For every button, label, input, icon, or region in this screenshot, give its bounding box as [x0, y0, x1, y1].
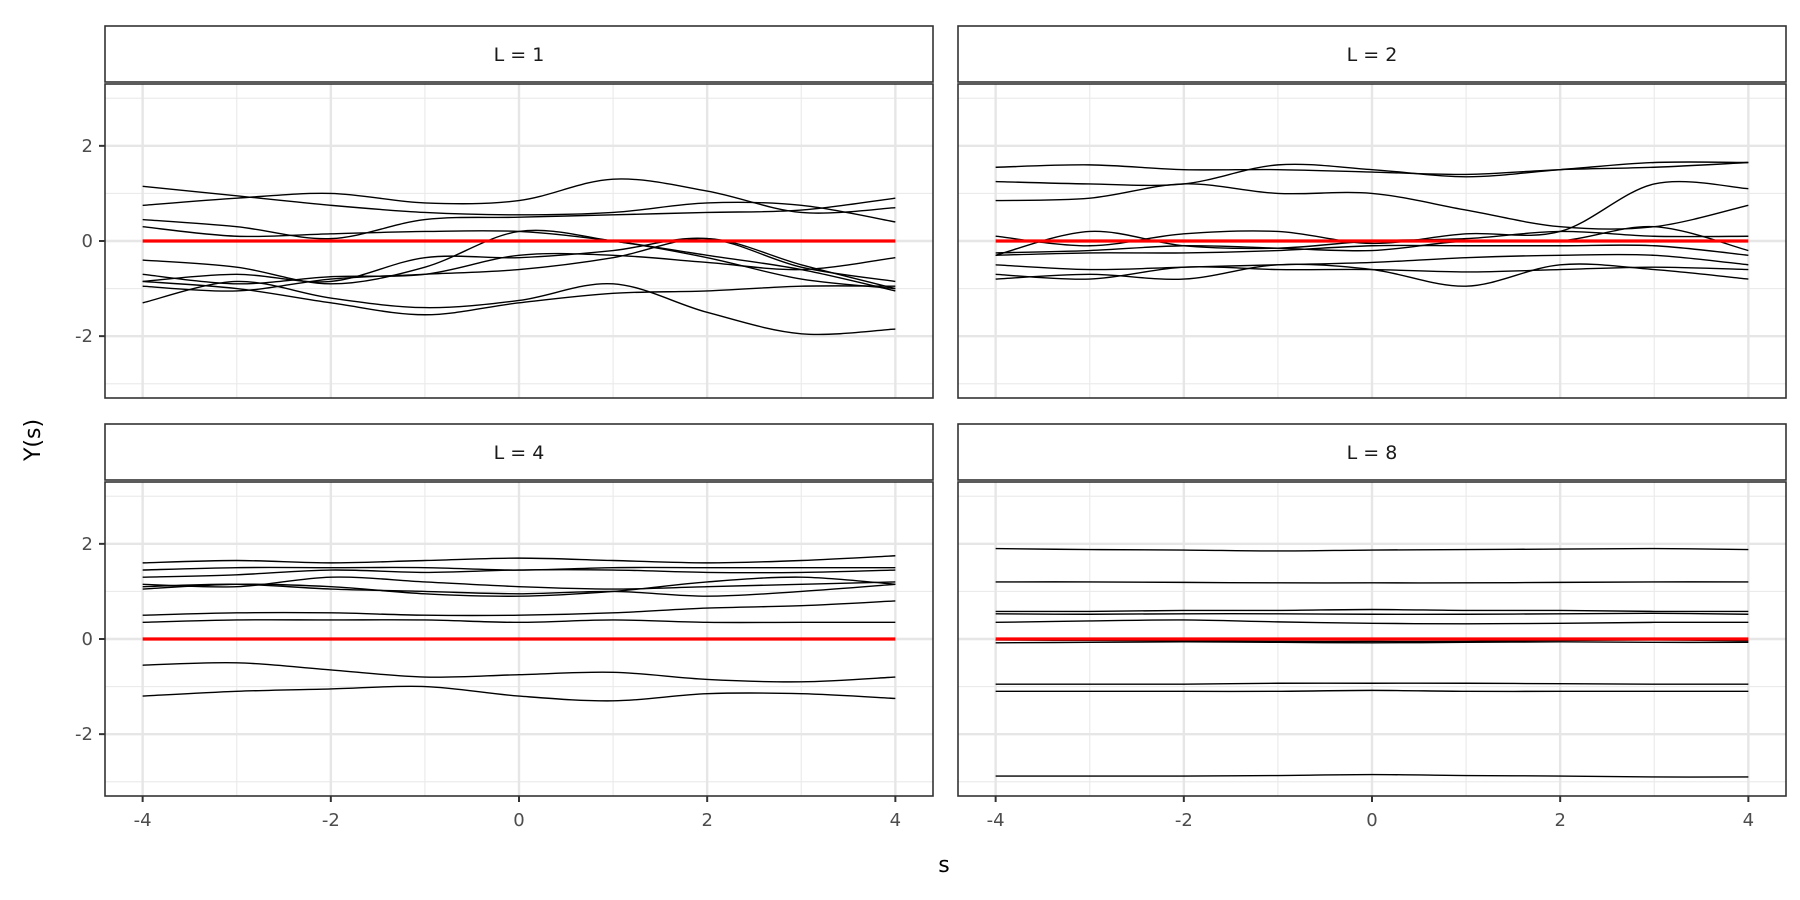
series-line-1 [142, 555, 896, 564]
series-line-3 [142, 197, 896, 240]
series-line-7 [142, 237, 896, 283]
x-tick-label: -2 [1175, 810, 1193, 831]
series-line-2 [142, 178, 896, 214]
series-line-1 [142, 185, 896, 223]
series-line-7 [142, 600, 896, 617]
series-line-3 [995, 608, 1749, 613]
facet-strip [957, 423, 1787, 481]
facet-strip [104, 423, 934, 481]
facet-strip [957, 25, 1787, 83]
series-line-2 [995, 581, 1749, 584]
series-line-9 [995, 689, 1749, 693]
series-line-5 [995, 619, 1749, 625]
series-line-8 [995, 253, 1749, 271]
x-tick-label: -4 [134, 810, 152, 831]
series-line-9 [142, 661, 896, 683]
series-line-3 [142, 569, 896, 578]
panels-group: L = 1 2 0 -2 L = 2 L = 4 2 0 -2 -4 -2 0 2 4 L = 8 -4 -2 0… [75, 25, 1787, 831]
series-group [142, 555, 896, 702]
y-tick-label: 2 [82, 136, 93, 157]
series-line-9 [142, 280, 896, 316]
series-line-10 [995, 773, 1749, 778]
facet-strip-label: L = 4 [494, 442, 545, 464]
series-line-4 [995, 612, 1749, 616]
y-tick-label: -2 [75, 724, 93, 745]
x-tick-label: 4 [1743, 810, 1754, 831]
series-line-7 [995, 641, 1749, 644]
x-tick-label: 2 [701, 810, 712, 831]
facet-strip-label: L = 2 [1347, 44, 1398, 66]
series-line-1 [995, 161, 1749, 176]
series-line-1 [995, 547, 1749, 552]
facet-strip-label: L = 8 [1347, 442, 1398, 464]
series-group [995, 161, 1749, 287]
x-tick-label: 0 [513, 810, 524, 831]
y-axis-title: Y(s) [21, 419, 46, 462]
series-group [995, 547, 1749, 778]
y-tick-label: 2 [82, 534, 93, 555]
series-group [142, 178, 896, 336]
series-line-8 [995, 682, 1749, 685]
series-line-8 [142, 237, 896, 292]
x-tick-label: 4 [890, 810, 901, 831]
series-line-7 [995, 244, 1749, 256]
series-line-10 [995, 263, 1749, 287]
panel-4: L = 8 -4 -2 0 2 4 [957, 423, 1787, 831]
x-tick-label: 2 [1554, 810, 1565, 831]
series-line-5 [142, 229, 896, 290]
series-line-6 [142, 252, 896, 285]
series-line-4 [995, 180, 1749, 247]
series-line-2 [995, 161, 1749, 187]
y-tick-label: 0 [82, 629, 93, 650]
y-tick-label: 0 [82, 231, 93, 252]
facet-strip [104, 25, 934, 83]
series-line-10 [142, 280, 896, 336]
panel-3: L = 4 2 0 -2 -4 -2 0 2 4 [75, 423, 934, 831]
series-line-5 [142, 583, 896, 597]
panel-border [957, 83, 1787, 399]
series-line-10 [142, 685, 896, 702]
series-line-6 [142, 576, 896, 597]
x-tick-label: 0 [1366, 810, 1377, 831]
series-line-6 [995, 225, 1749, 254]
panel-2: L = 2 [957, 25, 1787, 399]
x-axis-title: s [938, 853, 949, 878]
panel-1: L = 1 2 0 -2 [75, 25, 934, 399]
x-tick-label: -4 [987, 810, 1005, 831]
x-tick-label: -2 [322, 810, 340, 831]
facet-strip-label: L = 1 [494, 44, 545, 66]
series-line-8 [142, 619, 896, 624]
y-tick-label: -2 [75, 326, 93, 347]
